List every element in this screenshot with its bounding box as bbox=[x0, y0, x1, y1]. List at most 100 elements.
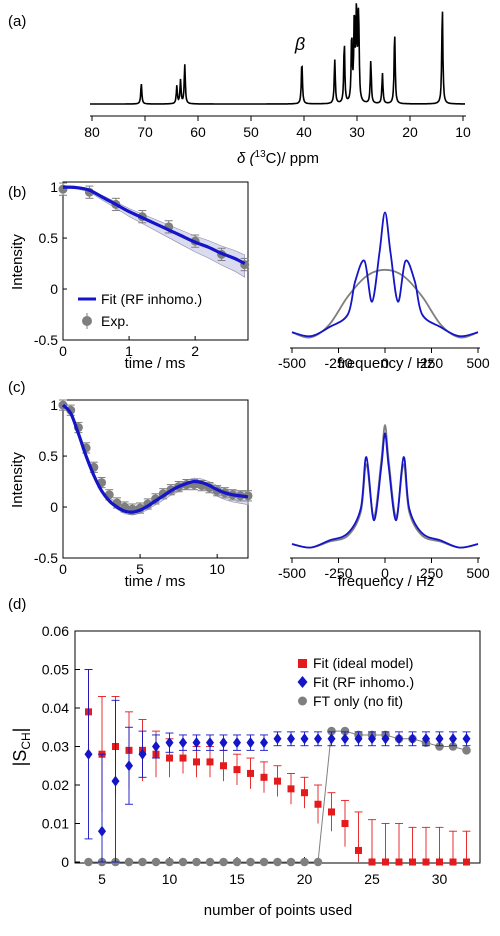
ideal-data-point bbox=[422, 858, 430, 866]
rf-data-point bbox=[422, 733, 430, 745]
rf-data-point bbox=[84, 748, 93, 760]
ft-data-point bbox=[138, 857, 147, 867]
spectrum-tick-label: 500 bbox=[466, 355, 490, 371]
ft-data-point bbox=[300, 857, 309, 867]
rf-data-point bbox=[233, 737, 241, 749]
rf-data-point bbox=[354, 733, 363, 745]
panel-b-legend: Fit (RF inhomo.) Exp. bbox=[78, 291, 202, 329]
ideal-data-point bbox=[449, 858, 457, 866]
rf-data-point bbox=[381, 733, 390, 745]
ft-data-point bbox=[232, 857, 242, 867]
panel-b-label: (b) bbox=[8, 184, 26, 201]
panel-a-tick-label: 50 bbox=[243, 124, 259, 140]
ideal-data-point bbox=[314, 800, 322, 808]
rf-data-point bbox=[125, 760, 133, 772]
panel-c-x-label: time / ms bbox=[125, 573, 186, 590]
x-tick-label: 10 bbox=[209, 561, 225, 577]
ideal-data-point bbox=[274, 777, 281, 785]
ideal-data-point bbox=[463, 858, 470, 866]
panel-a-tick-label: 60 bbox=[190, 124, 206, 140]
panel-b-x-label: time / ms bbox=[125, 355, 186, 372]
ft-data-point bbox=[124, 857, 134, 867]
rf-data-point bbox=[408, 733, 417, 745]
ideal-data-point bbox=[328, 808, 335, 816]
ft-data-point bbox=[340, 726, 350, 736]
rf-data-point bbox=[435, 733, 444, 745]
panel-a-label: (a) bbox=[8, 13, 26, 30]
y-tick-label: 0.04 bbox=[42, 700, 69, 716]
legend-rf-label: Fit (RF inhomo.) bbox=[313, 674, 414, 690]
rf-data-point bbox=[341, 733, 349, 745]
x-tick-label: 25 bbox=[364, 871, 380, 887]
panel-b-spectrum: -500 -250 0 250 500 bbox=[278, 211, 490, 371]
rf-data-point bbox=[179, 737, 187, 749]
ideal-data-point bbox=[260, 773, 268, 781]
x-tick-label: 0 bbox=[59, 561, 67, 577]
rf-data-point bbox=[138, 748, 147, 760]
panel-d-label: (d) bbox=[8, 596, 26, 613]
panel-a-tick-label: 40 bbox=[296, 124, 312, 140]
rf-data-point bbox=[246, 737, 255, 749]
spectrum-tick-label: 0 bbox=[381, 565, 389, 581]
panel-c-spectrum-x-label: frequency / Hz bbox=[338, 573, 435, 590]
panel-d-y-label: |SCH| bbox=[10, 728, 33, 767]
panel-a-tick-label: 20 bbox=[402, 124, 418, 140]
fit-line bbox=[61, 403, 249, 514]
ideal-data-point bbox=[166, 754, 173, 762]
rf-data-point bbox=[314, 733, 322, 745]
legend-exp-label: Exp. bbox=[101, 313, 129, 329]
panel-a-tick-label: 70 bbox=[137, 124, 153, 140]
rf-data-point bbox=[287, 733, 295, 745]
spectrum-tick-label: -250 bbox=[324, 355, 352, 371]
y-tick-label: 0.01 bbox=[42, 816, 69, 832]
carbon-spectrum-line bbox=[90, 3, 465, 105]
ideal-data-point bbox=[193, 758, 200, 766]
ft-data-point bbox=[84, 857, 93, 867]
fit-spectrum-line bbox=[291, 211, 479, 338]
rf-data-point bbox=[98, 825, 106, 837]
fit-line bbox=[62, 185, 246, 265]
spectrum-tick-label: 250 bbox=[420, 565, 444, 581]
x-tick-label: 15 bbox=[229, 871, 245, 887]
panel-c-plot: 10.50-0.50 5 10 bbox=[34, 397, 253, 577]
panel-d-plot-frame bbox=[74, 630, 481, 864]
fit-uncertainty-band bbox=[62, 186, 245, 278]
panel-a-x-ticks: 80 70 60 50 40 30 20 10 bbox=[84, 116, 471, 140]
x-tick-label: 20 bbox=[297, 871, 313, 887]
rf-data-point bbox=[273, 733, 282, 745]
spectrum-tick-label: -250 bbox=[324, 565, 352, 581]
legend-ft-marker bbox=[298, 696, 307, 706]
y-tick-label: 0.06 bbox=[42, 623, 69, 639]
x-tick-label: 10 bbox=[162, 871, 178, 887]
panel-c-spectrum: -500 -250 0 250 500 bbox=[278, 424, 490, 581]
rf-data-point bbox=[368, 733, 376, 745]
panel-b-plot-frame bbox=[62, 181, 249, 341]
ft-data-point bbox=[273, 857, 282, 867]
spectrum-tick-label: 500 bbox=[466, 565, 490, 581]
legend-ft-label: FT only (no fit) bbox=[313, 693, 403, 709]
ideal-data-point bbox=[409, 858, 416, 866]
fit-spectrum-line bbox=[291, 432, 479, 549]
rf-data-point bbox=[327, 733, 336, 745]
ft-data-point bbox=[165, 857, 174, 867]
ideal-data-point bbox=[247, 769, 254, 777]
y-tick-label: -0.5 bbox=[34, 550, 58, 566]
x-tick-label: 5 bbox=[98, 871, 106, 887]
y-tick-label: 0 bbox=[50, 281, 58, 297]
ideal-data-point bbox=[179, 754, 187, 762]
panel-a-tick-label: 10 bbox=[455, 124, 471, 140]
y-tick-label: 0 bbox=[50, 499, 58, 515]
rf-data-point bbox=[300, 733, 309, 745]
beta-annotation: β bbox=[294, 34, 305, 54]
y-tick-label: 0.03 bbox=[42, 739, 69, 755]
ideal-data-point bbox=[287, 785, 295, 793]
spectrum-tick-label: 0 bbox=[381, 355, 389, 371]
y-tick-label: 1 bbox=[50, 397, 58, 413]
rf-data-point bbox=[395, 733, 403, 745]
y-tick-label: 0 bbox=[61, 854, 69, 870]
panel-b-spectrum-x-label: frequency / Hz bbox=[338, 355, 435, 372]
ft-data-point bbox=[246, 857, 255, 867]
ft-data-point bbox=[286, 857, 296, 867]
ideal-data-point bbox=[206, 758, 214, 766]
panel-d-plot: 0.06 0.05 0.04 0.03 0.02 0.01 0 5 10 15 20 25 30 bbox=[42, 623, 471, 887]
